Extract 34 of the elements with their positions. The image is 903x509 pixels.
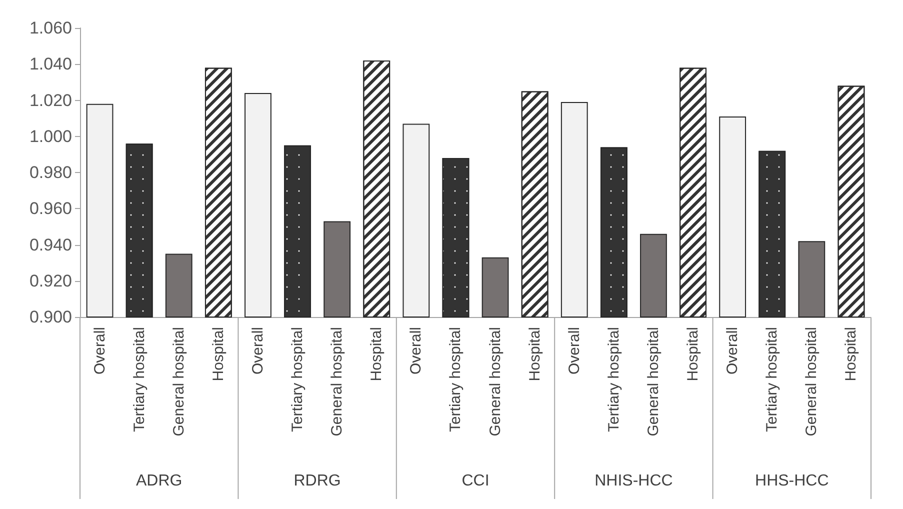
y-tick-label: 0.980 [29,163,72,182]
x-tick-label: Tertiary hospital [447,327,464,432]
x-tick-label: Overall [249,327,266,375]
y-tick-label: 0.900 [29,308,72,326]
x-tick-label: Tertiary hospital [130,327,148,432]
x-tick-label: General hospital [803,327,820,436]
x-tick-label: Hospital [842,327,860,382]
x-tick-label: General hospital [644,327,662,436]
x-tick-label: General hospital [328,327,346,436]
x-tick-label: Hospital [526,327,544,382]
y-tick-label: 1.000 [29,126,72,146]
text: ADRG [136,472,182,490]
y-tick-label: 1.020 [29,90,72,110]
y-tick-label: 0.920 [29,271,72,290]
x-tick-label: General hospital [170,327,188,436]
text: NHIS-HCC [594,472,673,490]
y-tick-label: 1.060 [29,18,72,38]
x-tick-label: Hospital [368,327,386,382]
y-tick-label: 1.040 [29,54,72,74]
text: HHS-HCC [755,472,829,490]
x-tick-label: Overall [566,327,583,375]
x-tick-label: Overall [91,327,108,375]
x-tick-label: Overall [724,327,742,375]
x-tick-label: Tertiary hospital [605,327,622,432]
x-tick-label: Tertiary hospital [764,327,781,432]
x-tick-label: Overall [408,327,425,375]
y-tick-label: 0.960 [29,199,72,218]
text: CCI [462,472,490,490]
x-tick-label: Tertiary hospital [289,327,306,432]
y-tick-label: 0.940 [29,235,72,254]
text: RDRG [294,472,341,490]
x-tick-label: Hospital [210,327,227,382]
x-tick-label: Hospital [684,327,702,382]
x-tick-label: General hospital [486,327,504,436]
